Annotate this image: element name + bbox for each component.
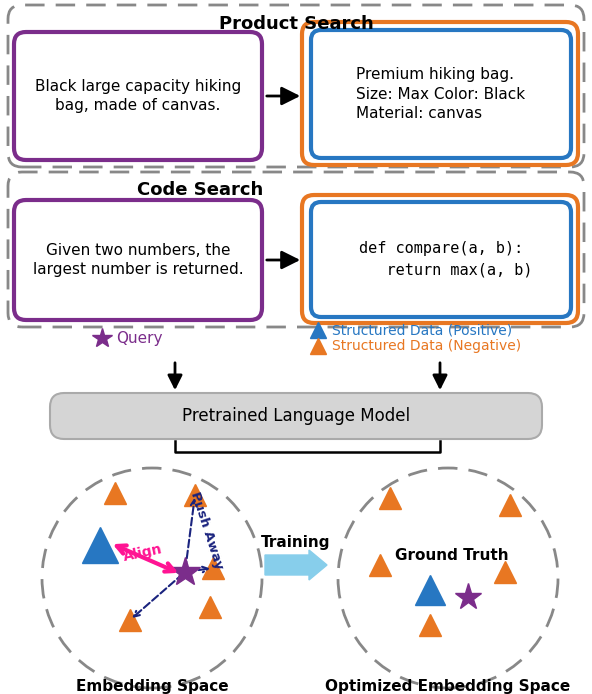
FancyArrow shape [265, 550, 327, 580]
Text: Push Away: Push Away [188, 489, 226, 570]
Text: Black large capacity hiking
bag, made of canvas.: Black large capacity hiking bag, made of… [35, 78, 241, 113]
Text: Code Search: Code Search [137, 181, 263, 199]
FancyBboxPatch shape [311, 202, 571, 317]
FancyBboxPatch shape [302, 22, 578, 165]
Text: Structured Data (Positive): Structured Data (Positive) [332, 323, 512, 337]
FancyBboxPatch shape [8, 5, 584, 167]
Text: Pretrained Language Model: Pretrained Language Model [182, 407, 410, 425]
FancyBboxPatch shape [302, 195, 578, 323]
Text: Query: Query [116, 330, 162, 346]
FancyBboxPatch shape [8, 172, 584, 327]
FancyBboxPatch shape [14, 200, 262, 320]
FancyBboxPatch shape [14, 32, 262, 160]
Text: Align: Align [122, 542, 164, 564]
Text: Embedding Space: Embedding Space [76, 679, 229, 693]
Text: Ground Truth: Ground Truth [395, 548, 509, 564]
Text: Optimized Embedding Space: Optimized Embedding Space [326, 679, 571, 693]
Text: Product Search: Product Search [218, 15, 374, 33]
FancyBboxPatch shape [50, 393, 542, 439]
Text: Given two numbers, the
largest number is returned.: Given two numbers, the largest number is… [33, 243, 243, 278]
FancyBboxPatch shape [311, 30, 571, 158]
Text: Training: Training [261, 536, 331, 550]
Text: Premium hiking bag.
Size: Max Color: Black
Material: canvas: Premium hiking bag. Size: Max Color: Bla… [356, 67, 526, 121]
Text: Structured Data (Negative): Structured Data (Negative) [332, 339, 521, 353]
Text: def compare(a, b):
    return max(a, b): def compare(a, b): return max(a, b) [350, 241, 532, 277]
